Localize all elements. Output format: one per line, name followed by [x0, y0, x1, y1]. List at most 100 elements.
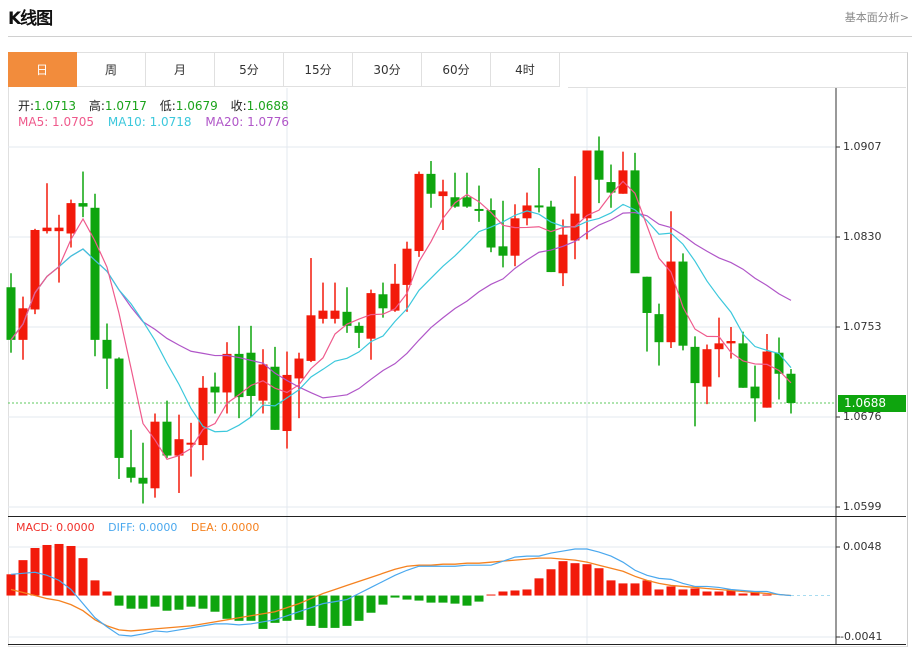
candle-up [414, 173, 424, 252]
macd-bar-negative [174, 595, 184, 610]
candle-up [258, 364, 268, 401]
macd-bar-negative [366, 595, 376, 613]
candle-down [606, 182, 616, 193]
tab-5min[interactable]: 5分 [215, 52, 284, 87]
candle-up [66, 203, 76, 234]
tab-month[interactable]: 月 [146, 52, 215, 87]
tab-day[interactable]: 日 [8, 52, 77, 87]
macd-bar-negative [450, 595, 460, 604]
low-label: 低: [159, 99, 176, 113]
macd-tick: -0.0041 [840, 630, 883, 643]
macd-bar-positive [642, 580, 652, 596]
macd-bar-negative [474, 595, 484, 602]
candle-up [54, 227, 64, 232]
candle-down [654, 314, 664, 343]
period-tabs: 日 周 月 5分 15分 30分 60分 4时 [8, 52, 560, 87]
macd-bar-negative [390, 595, 400, 598]
candle-up [42, 227, 52, 232]
candle-up [294, 358, 304, 379]
diff-value: DIFF: 0.0000 [108, 521, 178, 534]
candle-up [186, 442, 196, 445]
candle-down [234, 353, 244, 398]
tab-15min[interactable]: 15分 [284, 52, 353, 87]
candle-down [690, 346, 700, 384]
candle-up [438, 191, 448, 197]
candle-up [282, 374, 292, 432]
candle-down [342, 311, 352, 326]
tab-week[interactable]: 周 [77, 52, 146, 87]
macd-bar-negative [246, 595, 256, 621]
macd-bar-negative [162, 595, 172, 611]
macd-bar-positive [654, 589, 664, 596]
macd-bar-negative [294, 595, 304, 620]
candle-up [30, 229, 40, 310]
candle-up [714, 343, 724, 350]
candle-up [222, 353, 232, 393]
macd-bar-negative [378, 595, 388, 605]
candle-up [582, 150, 592, 219]
dea-value: DEA: 0.0000 [190, 521, 260, 534]
candle-up [150, 421, 160, 489]
candle-up [318, 310, 328, 319]
macd-bar-negative [426, 595, 436, 603]
macd-bar-positive [42, 544, 52, 596]
candle-up [174, 439, 184, 456]
macd-bar-negative [138, 595, 148, 609]
candle-down [378, 294, 388, 309]
macd-bar-negative [306, 595, 316, 626]
price-tick: 1.0753 [843, 320, 882, 333]
macd-bar-positive [546, 569, 556, 596]
candle-down [90, 207, 100, 340]
macd-tick: 0.0048 [843, 540, 882, 553]
ma-readout: MA5: 1.0705 MA10: 1.0718 MA20: 1.0776 [18, 115, 289, 129]
macd-bar-positive [678, 589, 688, 596]
tabs-divider [568, 87, 906, 88]
macd-bar-negative [438, 595, 448, 603]
candle-up [306, 315, 316, 361]
ma10-value: MA10: 1.0718 [107, 115, 192, 129]
macd-bar-positive [702, 591, 712, 596]
tab-60min[interactable]: 60分 [422, 52, 491, 87]
candle-down [630, 170, 640, 274]
macd-bar-positive [78, 558, 88, 596]
macd-bar-positive [606, 580, 616, 596]
macd-bar-positive [750, 591, 760, 596]
candle-up [726, 341, 736, 344]
candle-down [786, 373, 796, 403]
candle-down [246, 352, 256, 396]
macd-bar-positive [618, 583, 628, 596]
candle-down [102, 339, 112, 359]
macd-bar-positive [66, 545, 76, 596]
ma5-value: MA5: 1.0705 [18, 115, 95, 129]
price-tick: 1.0907 [843, 140, 882, 153]
macd-bar-positive [534, 578, 544, 596]
ma20-value: MA20: 1.0776 [205, 115, 290, 129]
candle-up [510, 218, 520, 256]
macd-bar-negative [258, 595, 268, 629]
macd-bar-positive [558, 561, 568, 596]
macd-bar-negative [462, 595, 472, 606]
macd-bar-positive [762, 594, 772, 596]
high-label: 高: [88, 99, 105, 113]
macd-bar-positive [726, 589, 736, 596]
price-tick: 1.0830 [843, 230, 882, 243]
candle-up [666, 261, 676, 343]
close-label: 收: [230, 99, 247, 113]
candle-down [738, 343, 748, 388]
candle-down [474, 208, 484, 211]
price-tick: 1.0599 [843, 500, 882, 513]
ma5-line [10, 180, 792, 461]
tab-4hour[interactable]: 4时 [491, 52, 560, 87]
fundamental-analysis-link[interactable]: 基本面分析> [844, 11, 909, 24]
tab-30min[interactable]: 30分 [353, 52, 422, 87]
macd-readout: MACD: 0.0000 DIFF: 0.0000 DEA: 0.0000 [16, 521, 259, 534]
ohlc-readout: 开:1.0713 高:1.0717 低:1.0679 收:1.0688 [18, 97, 298, 114]
macd-bar-negative [114, 595, 124, 606]
low-value: 1.0679 [175, 99, 218, 113]
macd-bar-negative [126, 595, 136, 609]
macd-bar-positive [714, 591, 724, 596]
diff-line [10, 548, 792, 637]
candle-up [522, 205, 532, 219]
macd-bar-negative [414, 595, 424, 601]
